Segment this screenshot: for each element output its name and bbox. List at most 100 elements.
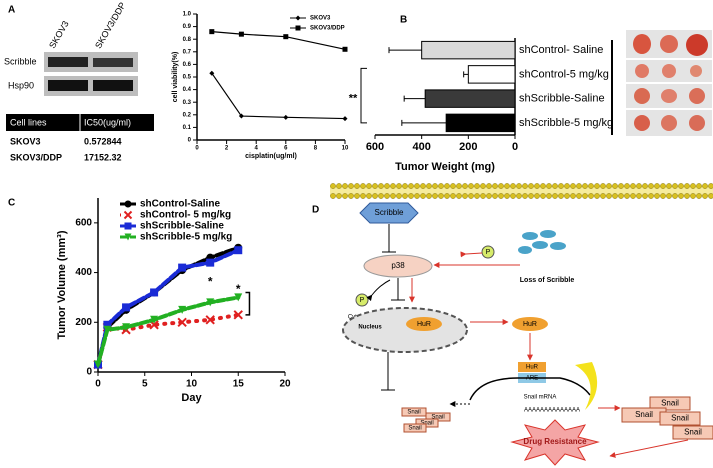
lipid-head (330, 193, 336, 199)
table-cell: 0.572844 (84, 136, 122, 146)
scribble-fragment (522, 232, 538, 240)
lipid-head (690, 183, 696, 189)
marker (283, 114, 289, 120)
marker (94, 360, 102, 369)
lipid-head (654, 183, 660, 189)
y-tick-label: 0.5 (183, 75, 192, 81)
marker (150, 288, 159, 297)
node-label: Drug Resistance (523, 437, 587, 446)
lipid-head (540, 183, 546, 189)
table-cell: 17152.32 (84, 152, 122, 162)
node-label: Snail (671, 414, 689, 423)
lipid-head (390, 183, 396, 189)
lipid-head (576, 193, 582, 199)
membrane (330, 183, 713, 199)
node-label: Scribble (375, 208, 404, 217)
lipid-head (582, 183, 588, 189)
y-tick-label: 0.6 (183, 62, 192, 68)
lipid-head (642, 183, 648, 189)
panel-label: B (400, 15, 407, 26)
node-label: HuR (526, 365, 539, 371)
lipid-head (486, 183, 492, 189)
lipid-head (390, 193, 396, 199)
x-tick-label: 0 (195, 146, 199, 152)
lipid-head (684, 193, 690, 199)
x-tick-label: 2 (225, 146, 229, 152)
lipid-head (426, 183, 432, 189)
y-tick-label: 0 (188, 138, 192, 144)
band (48, 57, 88, 67)
lipid-head (342, 193, 348, 199)
arrow (609, 439, 689, 458)
lipid-head (384, 193, 390, 199)
series-line (96, 312, 241, 367)
lipid-head (486, 193, 492, 199)
lipid-head (366, 183, 372, 189)
annotation: ** (349, 93, 358, 105)
lipid-head (564, 193, 570, 199)
y-tick-label: 0.7 (183, 49, 192, 55)
lipid-head (402, 183, 408, 189)
lipid-head (570, 193, 576, 199)
lipid-head (642, 193, 648, 199)
category-label: shControl- Saline (519, 44, 603, 56)
lipid-head (450, 183, 456, 189)
marker (103, 325, 112, 334)
series-line (96, 245, 241, 367)
lane-label: SKOV3 (47, 19, 71, 50)
lipid-head (474, 183, 480, 189)
lipid-head (522, 193, 528, 199)
lipid-head (378, 183, 384, 189)
lipid-head (330, 183, 336, 189)
lipid-head (372, 193, 378, 199)
lipid-head (702, 193, 708, 199)
lipid-head (594, 183, 600, 189)
tumor (660, 35, 678, 53)
lipid-head (456, 183, 462, 189)
lipid-head (702, 183, 708, 189)
tumor (635, 64, 649, 78)
arrow (460, 251, 483, 258)
lipid-head (516, 183, 522, 189)
snail-node (659, 411, 701, 426)
marker (178, 263, 187, 272)
marker (124, 222, 132, 230)
x-tick-label: 0 (512, 141, 518, 153)
ribosome (575, 362, 598, 410)
marker (206, 258, 215, 267)
marker (178, 305, 187, 314)
lipid-head (690, 193, 696, 199)
lipid-head (708, 183, 713, 189)
lipid-head (612, 193, 618, 199)
lipid-head (534, 183, 540, 189)
legend-label: shScribble-5 mg/kg (140, 232, 232, 243)
scribble-fragment (550, 242, 566, 250)
pathway-diagram: Scribble p38 P P Cytoplasm Loss of Scrib… (330, 183, 713, 466)
lipid-head (558, 183, 564, 189)
lipid-head (492, 193, 498, 199)
lipid-head (678, 193, 684, 199)
x-tick-label: 400 (412, 141, 430, 153)
lipid-head (372, 183, 378, 189)
tumor (633, 34, 651, 54)
node-label: Snail (407, 410, 420, 416)
lipid-head (672, 193, 678, 199)
lipid-head (624, 193, 630, 199)
snail-node (401, 407, 427, 417)
node-label: Snail (635, 410, 653, 419)
marker (233, 310, 243, 320)
marker (205, 315, 215, 325)
lipid-head (660, 193, 666, 199)
node-label: HuR (417, 321, 431, 328)
y-tick-label: 0.8 (183, 37, 192, 43)
y-tick-label: 0.2 (183, 112, 192, 118)
y-tick-label: 0.1 (183, 125, 192, 131)
lipid-head (432, 183, 438, 189)
lipid-head (582, 193, 588, 199)
lipid-head (648, 193, 654, 199)
lipid-head (600, 183, 606, 189)
series-line (96, 248, 241, 367)
bar (445, 113, 516, 133)
lipid-head (504, 183, 510, 189)
lipid-head (552, 193, 558, 199)
